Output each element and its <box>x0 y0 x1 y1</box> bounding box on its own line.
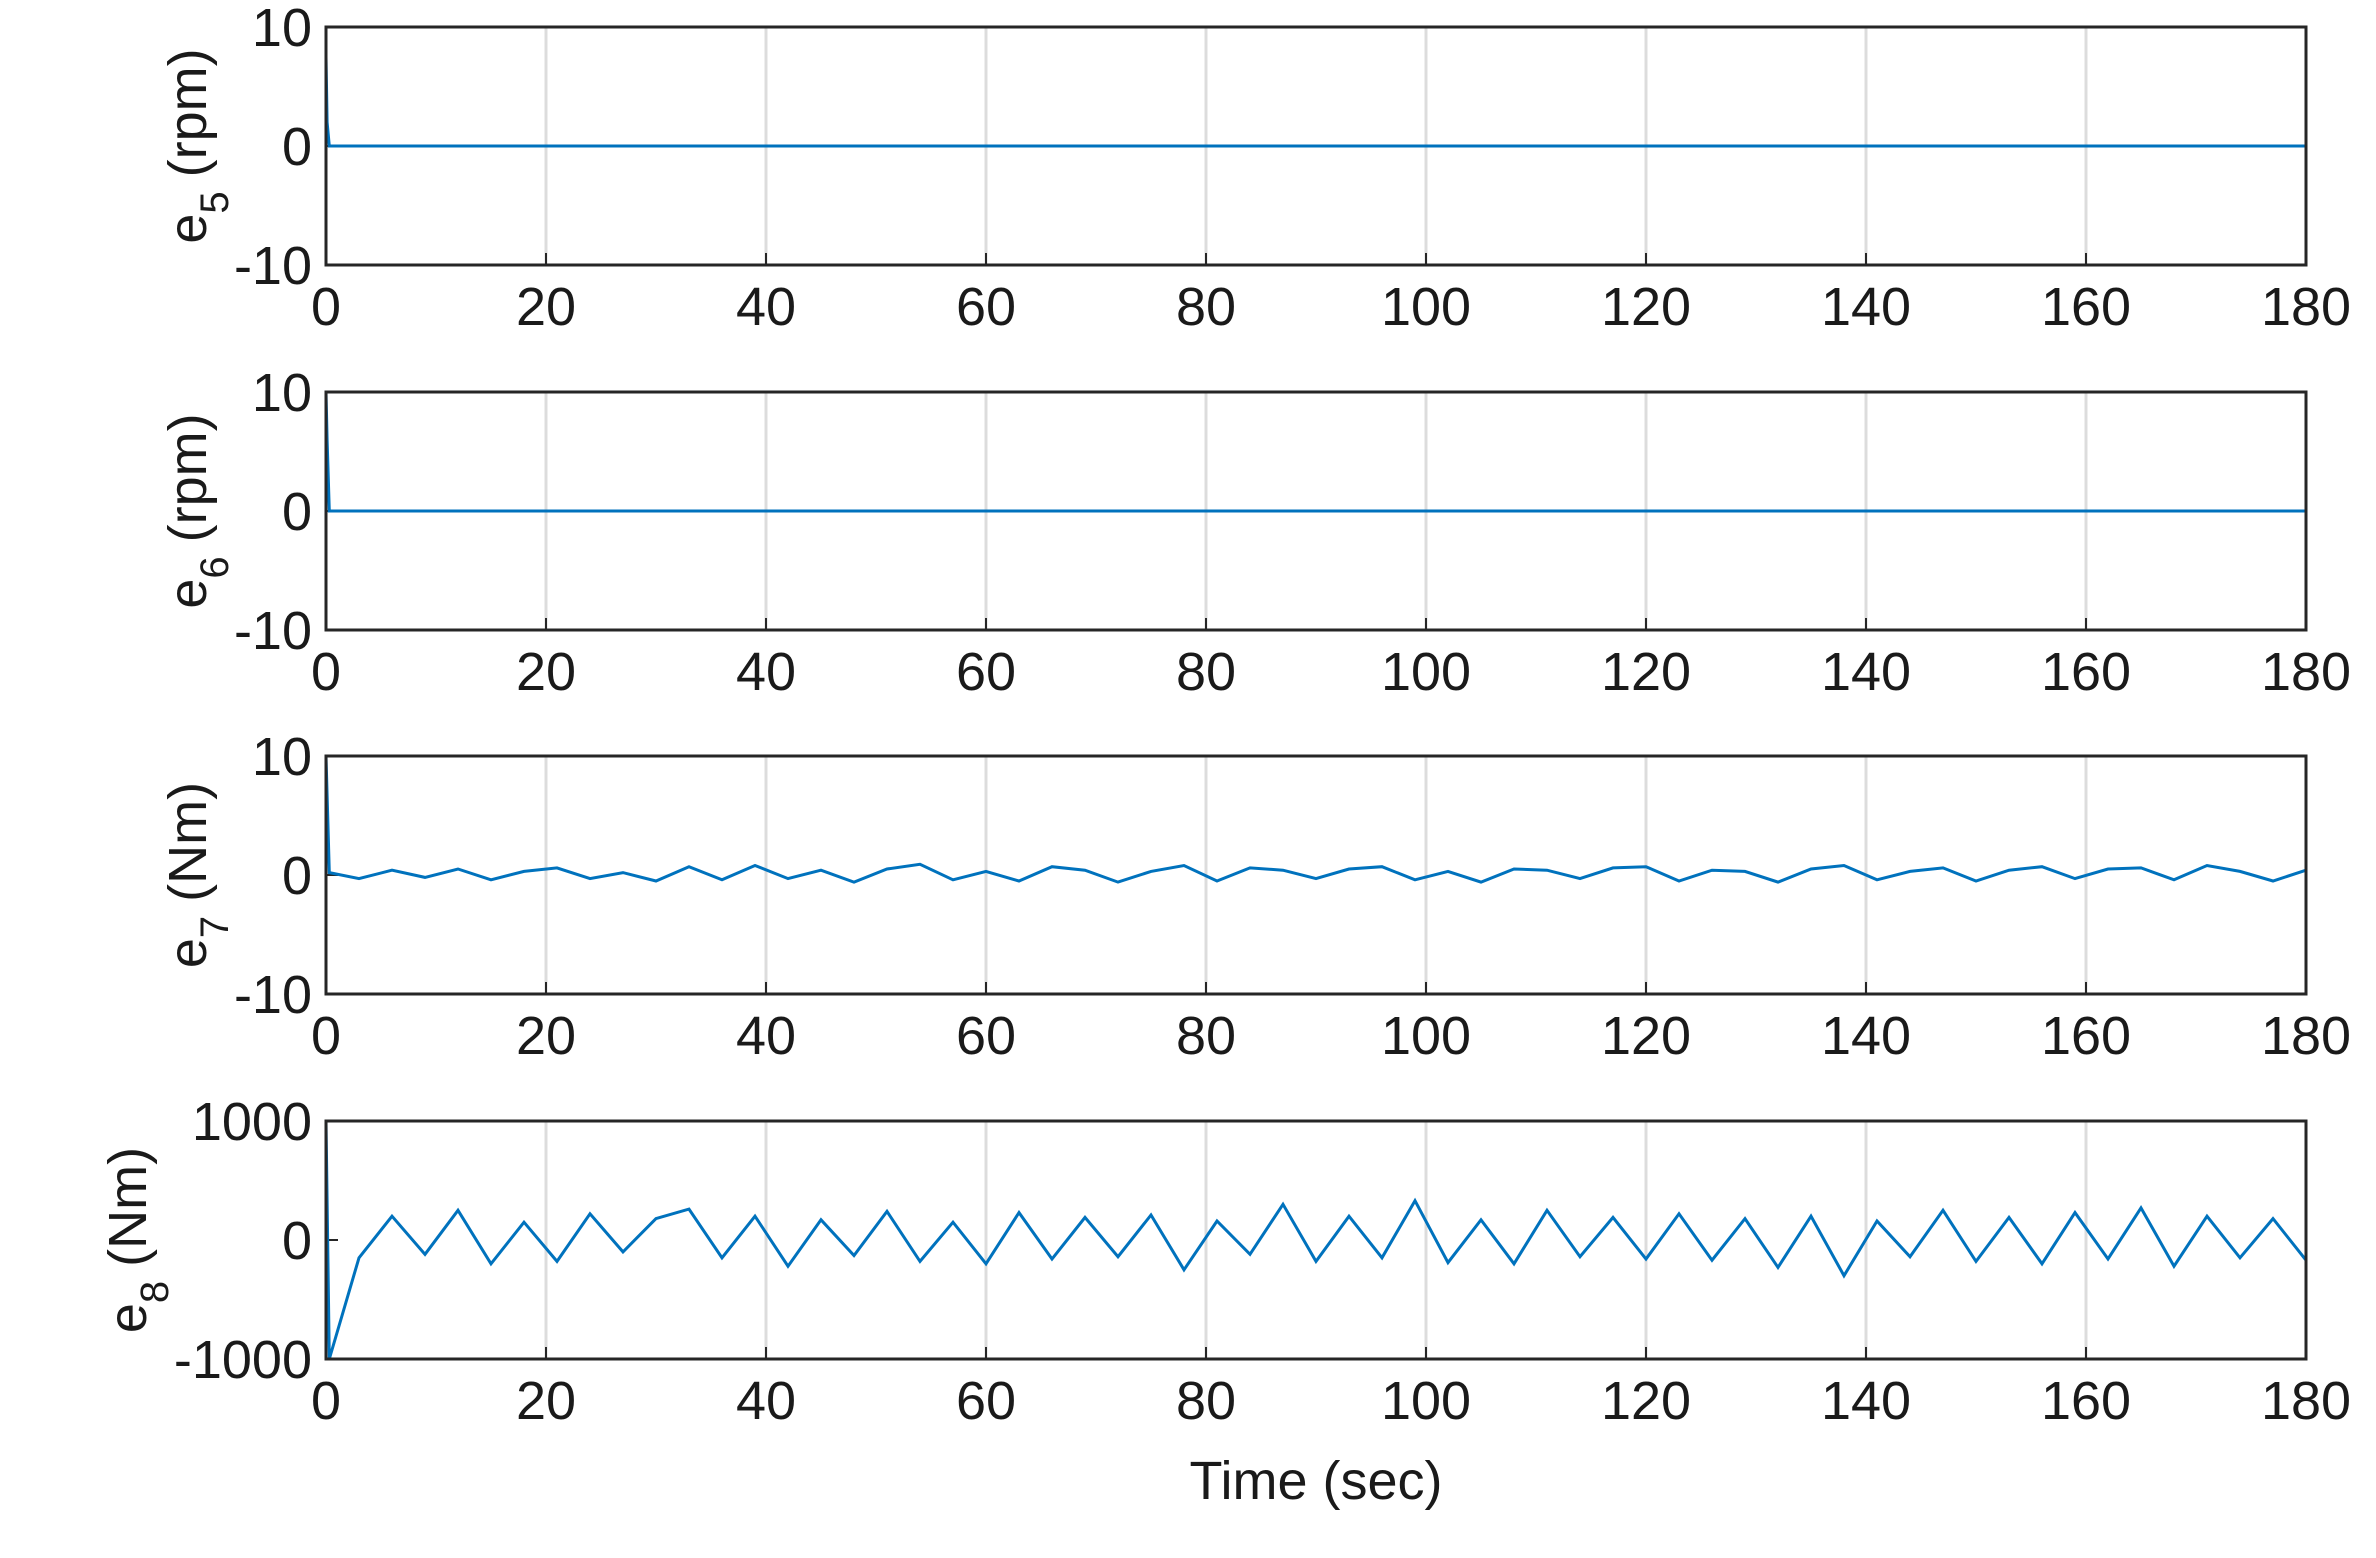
y-tick-label: 0 <box>282 482 312 542</box>
x-tick-label: 160 <box>2041 277 2131 337</box>
x-tick-label: 40 <box>736 1371 796 1431</box>
x-tick-label: 40 <box>736 642 796 702</box>
y-tick-label: 10 <box>252 0 312 58</box>
x-tick-label: 180 <box>2261 277 2351 337</box>
x-tick-label: 60 <box>956 642 1016 702</box>
x-tick-label: 120 <box>1601 642 1691 702</box>
axes-box <box>324 25 2308 267</box>
y-tick-label: -10 <box>234 965 312 1025</box>
x-tick-label: 20 <box>516 642 576 702</box>
x-tick-label: 20 <box>516 1006 576 1066</box>
x-tick-label: 80 <box>1176 1371 1236 1431</box>
y-axis-label: e6 (rpm) <box>158 413 237 608</box>
y-tick-label: 10 <box>252 727 312 787</box>
x-tick-label: 60 <box>956 277 1016 337</box>
y-tick-label: 10 <box>252 363 312 423</box>
x-tick-label: 80 <box>1176 277 1236 337</box>
y-tick-label: -10 <box>234 601 312 661</box>
x-tick-label: 80 <box>1176 1006 1236 1066</box>
x-tick-label: 140 <box>1821 277 1911 337</box>
line-series <box>324 1120 2308 1360</box>
x-tick-label: 0 <box>311 277 341 337</box>
x-tick-label: 20 <box>516 1371 576 1431</box>
x-tick-label: 160 <box>2041 1371 2131 1431</box>
x-tick-label: 20 <box>516 277 576 337</box>
x-tick-label: 0 <box>311 642 341 702</box>
plot-area <box>326 1121 2306 1359</box>
y-label-subscript: 7 <box>193 916 237 938</box>
axes-box <box>324 1119 2308 1361</box>
y-label-unit: (rpm) <box>158 48 218 177</box>
y-label-unit: (rpm) <box>158 413 218 542</box>
y-tick-label: -1000 <box>174 1330 312 1390</box>
x-tick-label: 140 <box>1821 1371 1911 1431</box>
y-tick-label: 1000 <box>192 1092 312 1152</box>
x-axis-label: Time (sec) <box>1190 1451 1443 1511</box>
plot-area <box>326 756 2306 994</box>
x-tick-label: 100 <box>1381 642 1471 702</box>
x-tick-label: 180 <box>2261 1371 2351 1431</box>
x-tick-label: 140 <box>1821 642 1911 702</box>
y-label-subscript: 6 <box>193 556 237 578</box>
x-tick-label: 180 <box>2261 1006 2351 1066</box>
x-tick-label: 60 <box>956 1371 1016 1431</box>
x-tick-label: 40 <box>736 277 796 337</box>
x-tick-label: 180 <box>2261 642 2351 702</box>
y-label-symbol: e <box>158 938 218 968</box>
y-label-symbol: e <box>158 579 218 609</box>
y-tick-label: 0 <box>282 846 312 906</box>
y-label-symbol: e <box>98 1303 158 1333</box>
x-tick-label: 160 <box>2041 642 2131 702</box>
x-tick-label: 100 <box>1381 1006 1471 1066</box>
y-label-subscript: 8 <box>133 1281 177 1303</box>
x-tick-label: 140 <box>1821 1006 1911 1066</box>
axes-box <box>324 754 2308 996</box>
x-tick-label: 160 <box>2041 1006 2131 1066</box>
y-axis-label: e5 (rpm) <box>158 48 237 243</box>
x-tick-label: 0 <box>311 1371 341 1431</box>
y-label-subscript: 5 <box>193 191 237 213</box>
y-axis-label: e8 (Nm) <box>98 1147 177 1333</box>
y-label-unit: (Nm) <box>98 1147 158 1267</box>
x-tick-label: 120 <box>1601 1371 1691 1431</box>
x-tick-label: 40 <box>736 1006 796 1066</box>
x-tick-label: 100 <box>1381 1371 1471 1431</box>
x-tick-label: 120 <box>1601 1006 1691 1066</box>
y-tick-label: 0 <box>282 1211 312 1271</box>
y-tick-label: 0 <box>282 117 312 177</box>
x-tick-label: 100 <box>1381 277 1471 337</box>
x-tick-label: 80 <box>1176 642 1236 702</box>
y-tick-label: -10 <box>234 236 312 296</box>
y-axis-label: e7 (Nm) <box>158 782 237 968</box>
y-label-unit: (Nm) <box>158 782 218 902</box>
axes-box <box>324 390 2308 632</box>
x-tick-label: 0 <box>311 1006 341 1066</box>
x-tick-label: 120 <box>1601 277 1691 337</box>
x-tick-label: 60 <box>956 1006 1016 1066</box>
line-series <box>324 755 2307 884</box>
y-label-symbol: e <box>158 214 218 244</box>
